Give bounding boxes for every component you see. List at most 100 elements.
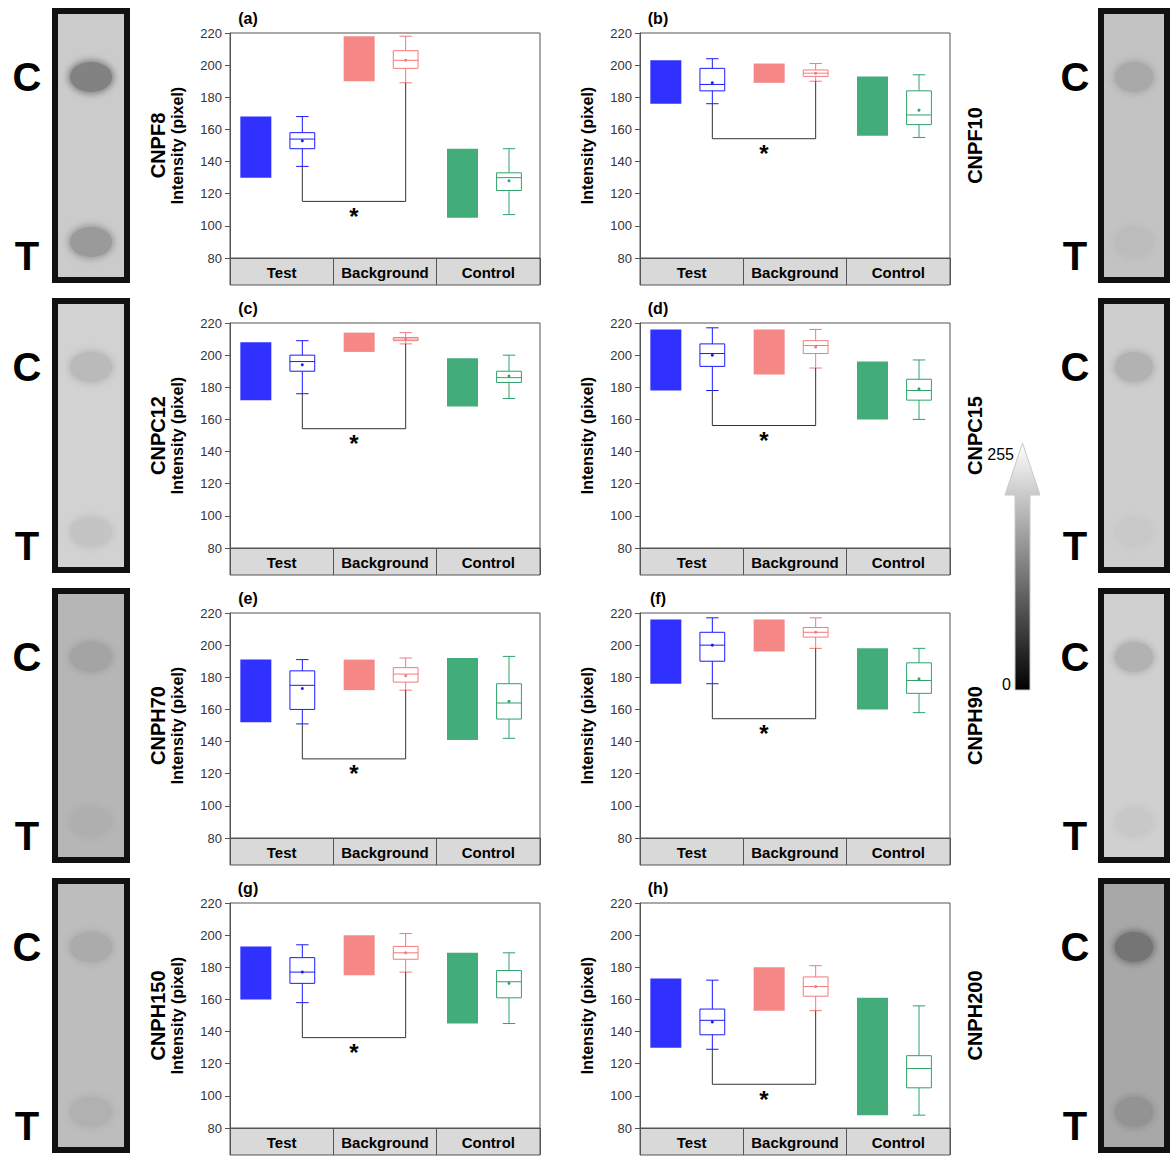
svg-text:180: 180	[200, 960, 222, 975]
svg-text:160: 160	[200, 412, 222, 427]
svg-text:CNPF10: CNPF10	[964, 107, 986, 184]
svg-text:Control: Control	[462, 1134, 515, 1151]
svg-text:Background: Background	[341, 264, 429, 281]
svg-text:CNPF8: CNPF8	[147, 113, 169, 179]
svg-text:Intensity (pixel): Intensity (pixel)	[579, 377, 596, 494]
svg-text:100: 100	[610, 218, 632, 233]
svg-text:Intensity (pixel): Intensity (pixel)	[169, 87, 186, 204]
svg-text:Test: Test	[677, 844, 707, 861]
svg-text:120: 120	[610, 186, 632, 201]
svg-text:140: 140	[200, 154, 222, 169]
svg-text:Control: Control	[872, 1134, 925, 1151]
svg-text:Test: Test	[267, 844, 297, 861]
svg-text:Test: Test	[677, 264, 707, 281]
svg-text:Test: Test	[267, 554, 297, 571]
svg-text:180: 180	[610, 670, 632, 685]
svg-text:220: 220	[610, 26, 632, 41]
svg-text:120: 120	[610, 766, 632, 781]
svg-text:200: 200	[610, 638, 632, 653]
svg-text:160: 160	[200, 992, 222, 1007]
svg-text:160: 160	[200, 122, 222, 137]
svg-text:0: 0	[1002, 676, 1011, 693]
svg-text:200: 200	[200, 638, 222, 653]
svg-text:220: 220	[610, 316, 632, 331]
svg-text:CNPH70: CNPH70	[147, 686, 169, 765]
svg-text:120: 120	[200, 766, 222, 781]
svg-text:*: *	[349, 203, 359, 230]
svg-text:CNPH200: CNPH200	[964, 970, 986, 1060]
svg-text:Control: Control	[872, 554, 925, 571]
svg-text:100: 100	[610, 508, 632, 523]
svg-text:200: 200	[200, 348, 222, 363]
svg-text:120: 120	[610, 1056, 632, 1071]
svg-text:Test: Test	[267, 264, 297, 281]
svg-text:Background: Background	[341, 554, 429, 571]
svg-text:180: 180	[610, 380, 632, 395]
svg-text:180: 180	[610, 90, 632, 105]
svg-text:100: 100	[200, 508, 222, 523]
svg-text:200: 200	[200, 928, 222, 943]
svg-text:160: 160	[200, 702, 222, 717]
svg-text:Intensity (pixel): Intensity (pixel)	[579, 667, 596, 784]
svg-text:(a): (a)	[238, 10, 258, 27]
svg-text:(b): (b)	[648, 10, 668, 27]
svg-text:200: 200	[610, 58, 632, 73]
svg-text:120: 120	[200, 186, 222, 201]
svg-text:255: 255	[987, 446, 1014, 463]
svg-text:120: 120	[200, 476, 222, 491]
svg-text:Background: Background	[341, 844, 429, 861]
svg-text:100: 100	[200, 218, 222, 233]
svg-text:Background: Background	[751, 554, 839, 571]
svg-text:(e): (e)	[238, 590, 258, 607]
svg-text:Intensity (pixel): Intensity (pixel)	[169, 377, 186, 494]
svg-text:100: 100	[610, 1088, 632, 1103]
svg-text:Intensity (pixel): Intensity (pixel)	[169, 957, 186, 1074]
svg-text:*: *	[759, 140, 769, 167]
svg-text:120: 120	[200, 1056, 222, 1071]
svg-text:CNPH90: CNPH90	[964, 686, 986, 765]
svg-text:220: 220	[200, 606, 222, 621]
svg-text:140: 140	[610, 154, 632, 169]
svg-text:(f): (f)	[650, 590, 666, 607]
svg-text:160: 160	[610, 122, 632, 137]
svg-text:140: 140	[200, 734, 222, 749]
svg-text:80: 80	[618, 251, 632, 266]
svg-text:(c): (c)	[238, 300, 258, 317]
svg-text:200: 200	[200, 58, 222, 73]
svg-text:80: 80	[208, 1121, 222, 1136]
svg-text:80: 80	[618, 1121, 632, 1136]
svg-text:*: *	[759, 720, 769, 747]
svg-text:(g): (g)	[238, 880, 258, 897]
svg-text:Control: Control	[462, 264, 515, 281]
svg-text:*: *	[759, 1086, 769, 1113]
svg-text:180: 180	[200, 90, 222, 105]
svg-text:Background: Background	[751, 844, 839, 861]
svg-text:80: 80	[208, 251, 222, 266]
svg-text:140: 140	[200, 444, 222, 459]
svg-text:200: 200	[610, 928, 632, 943]
svg-text:140: 140	[200, 1024, 222, 1039]
svg-text:220: 220	[200, 896, 222, 911]
svg-text:160: 160	[610, 992, 632, 1007]
svg-text:Test: Test	[267, 1134, 297, 1151]
svg-text:Test: Test	[677, 1134, 707, 1151]
svg-text:Intensity (pixel): Intensity (pixel)	[169, 667, 186, 784]
svg-text:160: 160	[610, 702, 632, 717]
svg-text:Control: Control	[872, 264, 925, 281]
svg-text:140: 140	[610, 444, 632, 459]
svg-text:180: 180	[200, 670, 222, 685]
svg-text:140: 140	[610, 734, 632, 749]
svg-text:220: 220	[610, 606, 632, 621]
svg-text:160: 160	[610, 412, 632, 427]
svg-text:Background: Background	[341, 1134, 429, 1151]
svg-text:Control: Control	[872, 844, 925, 861]
svg-text:Test: Test	[677, 554, 707, 571]
svg-text:*: *	[759, 427, 769, 454]
svg-text:100: 100	[610, 798, 632, 813]
svg-text:180: 180	[610, 960, 632, 975]
svg-text:100: 100	[200, 1088, 222, 1103]
svg-text:100: 100	[200, 798, 222, 813]
svg-text:120: 120	[610, 476, 632, 491]
svg-text:80: 80	[618, 541, 632, 556]
svg-text:*: *	[349, 1039, 359, 1066]
